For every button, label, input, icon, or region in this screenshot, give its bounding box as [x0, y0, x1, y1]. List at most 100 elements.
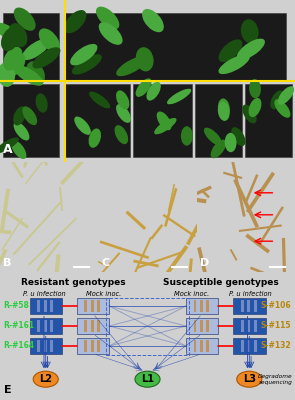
Ellipse shape — [96, 7, 119, 30]
Bar — [30, 298, 62, 314]
Bar — [194, 320, 196, 332]
Bar — [206, 340, 209, 352]
Bar — [44, 320, 47, 332]
Text: D: D — [200, 258, 209, 268]
Bar — [50, 300, 53, 312]
Bar — [106, 298, 189, 355]
Ellipse shape — [237, 39, 265, 60]
Ellipse shape — [231, 127, 245, 146]
Bar — [44, 340, 47, 352]
Ellipse shape — [218, 98, 230, 118]
Bar — [195, 84, 242, 157]
Ellipse shape — [39, 28, 60, 52]
Ellipse shape — [242, 104, 257, 124]
Bar — [254, 300, 257, 312]
Bar — [84, 300, 87, 312]
Bar — [241, 300, 244, 312]
Bar — [254, 320, 257, 332]
Bar — [50, 340, 53, 352]
Ellipse shape — [22, 39, 50, 60]
Ellipse shape — [0, 63, 15, 87]
Text: Resistant genotypes: Resistant genotypes — [22, 278, 126, 287]
Text: R-#58: R-#58 — [4, 302, 30, 310]
Ellipse shape — [142, 9, 164, 32]
Ellipse shape — [116, 104, 131, 123]
Ellipse shape — [116, 90, 130, 110]
Bar — [97, 320, 100, 332]
Ellipse shape — [167, 89, 191, 104]
Bar — [91, 300, 94, 312]
Bar — [37, 320, 40, 332]
Ellipse shape — [1, 27, 20, 51]
Bar — [186, 318, 218, 334]
Ellipse shape — [72, 54, 102, 74]
Bar — [65, 13, 286, 81]
Text: S-#132: S-#132 — [261, 342, 291, 350]
Text: S-#115: S-#115 — [261, 322, 291, 330]
Ellipse shape — [278, 86, 294, 105]
Ellipse shape — [204, 128, 222, 146]
Ellipse shape — [0, 22, 23, 43]
Ellipse shape — [146, 82, 161, 101]
Ellipse shape — [157, 112, 171, 130]
Ellipse shape — [74, 116, 91, 135]
Text: P. u infection: P. u infection — [230, 291, 272, 297]
Bar — [77, 338, 109, 354]
Bar — [233, 298, 266, 314]
Text: A: A — [3, 142, 13, 156]
Text: Susceptible genotypes: Susceptible genotypes — [163, 278, 279, 287]
Bar — [84, 320, 87, 332]
Text: B: B — [3, 258, 11, 268]
Ellipse shape — [89, 92, 110, 108]
Bar — [77, 318, 109, 334]
Bar — [77, 298, 109, 314]
Ellipse shape — [249, 98, 261, 117]
Bar — [254, 340, 257, 352]
Ellipse shape — [64, 10, 86, 33]
Bar — [30, 318, 62, 334]
Bar — [206, 300, 209, 312]
Ellipse shape — [99, 22, 123, 45]
Text: Mock inoc.: Mock inoc. — [86, 291, 121, 297]
Bar — [200, 320, 203, 332]
Bar — [97, 300, 100, 312]
Bar — [194, 340, 196, 352]
Bar — [200, 340, 203, 352]
Bar — [84, 340, 87, 352]
Bar — [247, 340, 250, 352]
Text: E: E — [4, 385, 11, 395]
Bar — [30, 338, 62, 354]
Ellipse shape — [13, 106, 26, 126]
Ellipse shape — [135, 371, 160, 387]
Bar — [233, 338, 266, 354]
Bar — [91, 340, 94, 352]
Ellipse shape — [116, 56, 147, 76]
Bar — [206, 320, 209, 332]
Bar — [37, 340, 40, 352]
Ellipse shape — [211, 140, 226, 158]
Text: S-#106: S-#106 — [261, 302, 291, 310]
Text: L3: L3 — [243, 374, 256, 384]
Ellipse shape — [241, 19, 259, 44]
Ellipse shape — [14, 8, 36, 31]
Text: Degradome
sequencing: Degradome sequencing — [258, 374, 293, 385]
Ellipse shape — [270, 90, 284, 109]
Ellipse shape — [237, 371, 262, 387]
Bar — [133, 84, 192, 157]
Ellipse shape — [36, 93, 48, 113]
Ellipse shape — [5, 53, 25, 77]
Text: R-#164: R-#164 — [4, 342, 35, 350]
Ellipse shape — [154, 118, 176, 134]
Bar — [241, 340, 244, 352]
Text: Mock inoc.: Mock inoc. — [174, 291, 209, 297]
Bar — [91, 320, 94, 332]
Bar — [37, 300, 40, 312]
Ellipse shape — [0, 137, 19, 153]
Bar — [247, 300, 250, 312]
Ellipse shape — [14, 122, 30, 140]
Bar — [200, 300, 203, 312]
Ellipse shape — [136, 47, 154, 72]
Bar — [233, 318, 266, 334]
Ellipse shape — [33, 371, 58, 387]
Ellipse shape — [225, 133, 237, 152]
